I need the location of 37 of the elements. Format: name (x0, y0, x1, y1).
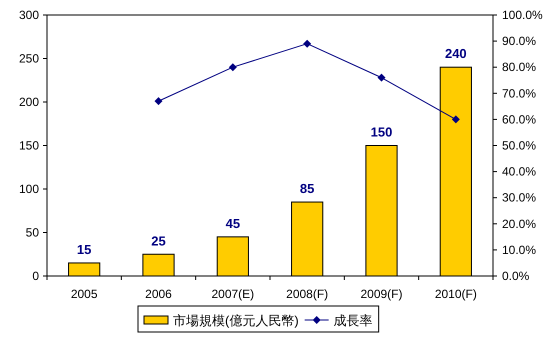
y2-tick-label: 90.0% (502, 34, 536, 48)
data-label: 25 (151, 233, 166, 248)
data-label: 240 (444, 46, 467, 62)
y2-tick-label: 20.0% (502, 216, 536, 231)
x-tick-label: 2005 (70, 287, 98, 301)
x-tick-label: 2010(F) (434, 287, 477, 301)
y-tick-label: 200 (18, 95, 40, 109)
y-tick-label: 0 (32, 269, 40, 283)
legend-label: 市場規模(億元人民幣) (173, 313, 299, 328)
x-tick-label: 2009(F) (360, 287, 403, 301)
y-tick-label: 100 (18, 182, 40, 196)
y-tick-label: 300 (18, 8, 40, 22)
point (154, 97, 162, 106)
y2-tick-label: 80.0% (502, 60, 536, 74)
legend-label: 成長率 (334, 313, 373, 328)
y2-tick-label: 30.0% (502, 190, 536, 205)
y2-tick-label: 70.0% (502, 86, 536, 100)
y-tick-label: 50 (26, 226, 40, 240)
y2-tick-label: 60.0% (502, 112, 536, 126)
point (303, 40, 312, 48)
point (378, 74, 386, 82)
point (452, 115, 460, 124)
y2-tick-label: 10.0% (502, 242, 536, 257)
y2-tick-label: 50.0% (502, 138, 536, 152)
y2-tick-label: 0.0% (502, 269, 530, 283)
y2-tick-label: 40.0% (502, 164, 536, 179)
x-tick-label: 2007(E) (211, 287, 254, 301)
y2-tick-label: 100.0% (502, 8, 544, 22)
x-tick-label: 2006 (145, 287, 172, 301)
x-tick-label: 2008(F) (286, 287, 328, 301)
data-label: 85 (300, 181, 314, 196)
data-label: 150 (370, 124, 392, 140)
y-tick-label: 250 (18, 52, 40, 66)
y-tick-label: 150 (18, 138, 40, 152)
data-label: 15 (76, 242, 92, 257)
point (228, 63, 237, 72)
data-label: 45 (226, 216, 240, 231)
